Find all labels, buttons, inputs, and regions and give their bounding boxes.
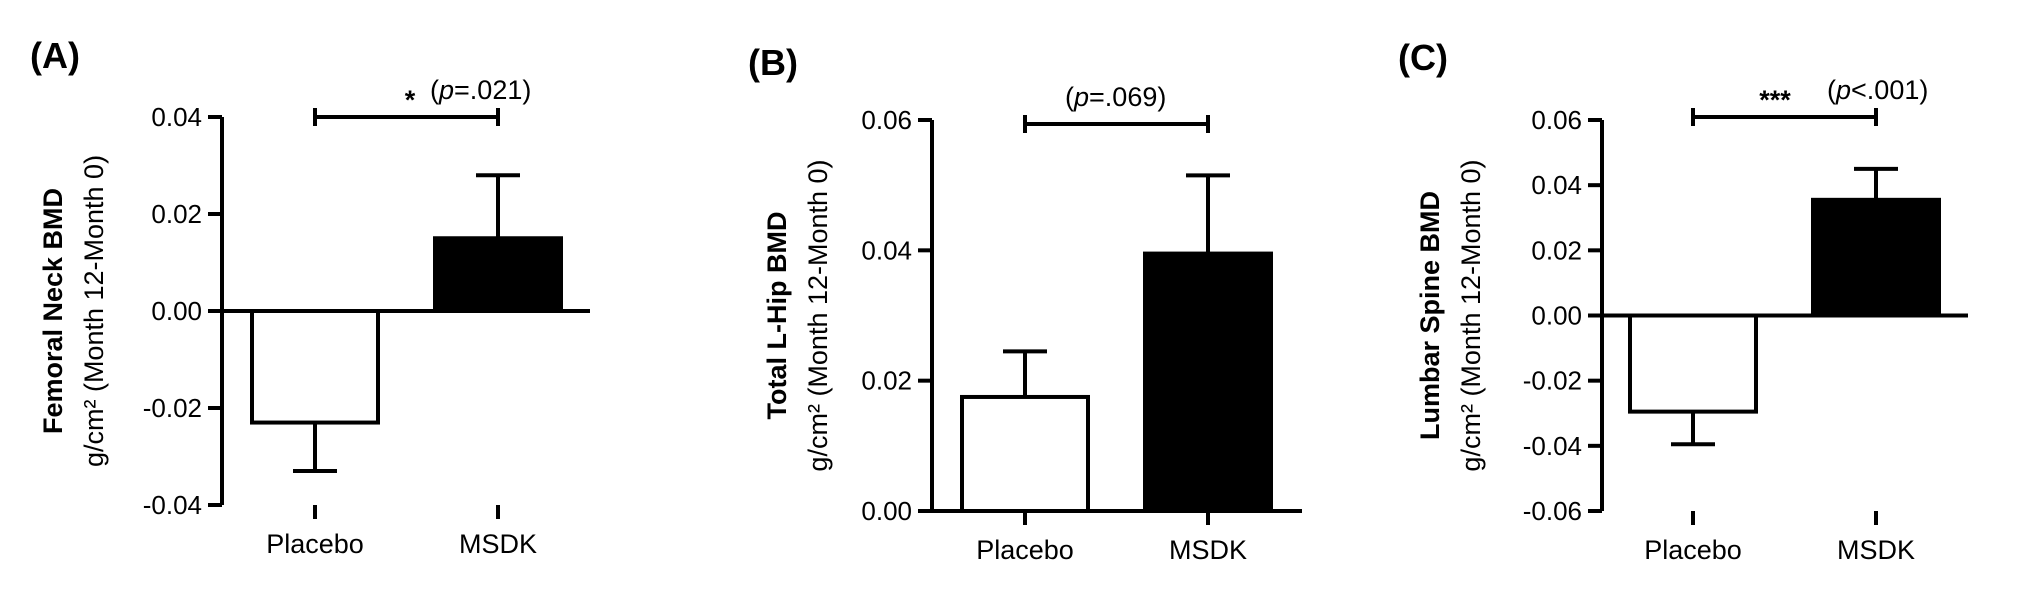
y-axis-unit: g/cm² (Month 12-Month 0) [1456,159,1486,471]
panel-label: (B) [748,42,798,83]
bar-placebo [960,394,1090,514]
y-tick-label: 0.04 [861,235,912,265]
significance-stars: * [405,85,416,115]
panel-label: (C) [1398,37,1448,78]
y-tick-label: 0.02 [861,366,912,396]
y-tick-label: 0.04 [1531,170,1582,200]
panel-label: (A) [30,35,80,76]
x-tick-label: Placebo [1644,535,1742,565]
y-tick-label: 0.00 [861,496,912,526]
x-tick-label: Placebo [976,535,1074,565]
bar-placebo [250,309,380,425]
x-tick-label: MSDK [459,529,537,559]
bar-msdk [1143,251,1273,513]
y-axis-title: Total L-Hip BMD [762,212,792,420]
y-axis-title: Femoral Neck BMD [38,188,68,434]
significance-stars: *** [1759,85,1791,115]
x-tick-label: MSDK [1169,535,1247,565]
bar-msdk [1811,197,1941,318]
x-tick-label: MSDK [1837,535,1915,565]
chart-panel-a: (A) Femoral Neck BMD g/cm² (Month 12-Month… [30,35,590,559]
bar-placebo [1628,313,1758,414]
y-tick-label: 0.02 [1531,235,1582,265]
p-value-label: (p=.021) [430,75,531,105]
chart-panel-c: (C) Lumbar Spine BMD g/cm² (Month 12-Month… [1398,37,1968,565]
y-tick-label: -0.06 [1523,496,1582,526]
y-axis-title: Lumbar Spine BMD [1415,191,1445,440]
y-tick-label: 0.06 [861,105,912,135]
p-value-label: (p=.069) [1065,82,1166,112]
bar-msdk [433,236,563,313]
chart-panel-b: (B) Total L-Hip BMD g/cm² (Month 12-Month … [748,42,1302,565]
y-tick-label: 0.00 [151,296,202,326]
y-tick-label: 0.02 [151,199,202,229]
y-tick-label: 0.06 [1531,105,1582,135]
x-tick-label: Placebo [266,529,364,559]
y-axis-unit: g/cm² (Month 12-Month 0) [79,155,109,467]
y-tick-label: 0.04 [151,102,202,132]
y-tick-label: -0.04 [1523,431,1582,461]
y-tick-label: -0.02 [143,393,202,423]
y-tick-label: 0.00 [1531,301,1582,331]
y-axis-unit: g/cm² (Month 12-Month 0) [803,159,833,471]
y-tick-label: -0.04 [143,490,202,520]
p-value-label: (p<.001) [1827,75,1928,105]
y-tick-label: -0.02 [1523,366,1582,396]
